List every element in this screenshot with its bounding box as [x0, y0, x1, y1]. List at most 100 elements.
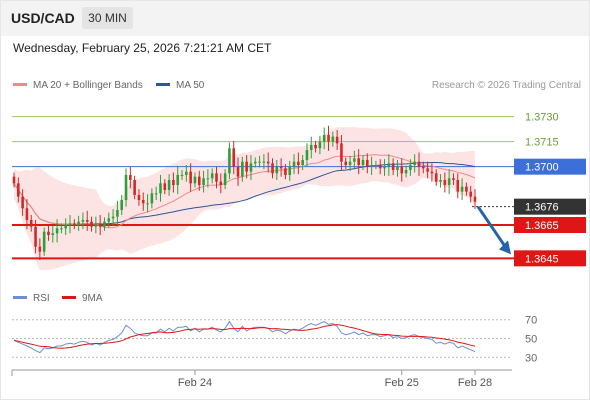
candle-body	[340, 143, 343, 162]
candle-body	[331, 136, 335, 142]
rsi-tick-70: 70	[525, 315, 537, 327]
legend-9ma-label: 9MA	[82, 293, 103, 304]
rsi-ma-line	[13, 324, 476, 349]
candle-body	[185, 171, 188, 175]
candle-body	[51, 233, 55, 235]
candle-body	[344, 161, 348, 165]
candle-body	[25, 208, 29, 220]
candle-body	[172, 180, 175, 185]
legend-rsi: RSI	[13, 293, 50, 304]
candle-body	[400, 166, 404, 174]
level-label-1-3700: 1.3700	[525, 162, 559, 174]
candle-body	[154, 193, 158, 195]
candle-body	[370, 165, 373, 167]
candle-body	[189, 171, 192, 184]
candle-body	[159, 183, 162, 194]
candle-body	[232, 148, 236, 167]
candle-body	[422, 166, 425, 169]
candle-body	[439, 180, 442, 182]
x-tick-label: Feb 25	[385, 377, 419, 389]
candle-body	[21, 196, 24, 209]
candle-body	[60, 228, 63, 230]
candle-body	[348, 161, 352, 165]
candle-body	[253, 161, 257, 164]
rsi-line	[13, 320, 476, 354]
candle-body	[42, 231, 46, 252]
datetime-label: Wednesday, February 25, 2026 7:21:21 AM …	[13, 41, 272, 55]
ma9-swatch-icon	[62, 295, 76, 299]
legend-ma50: MA 50	[156, 80, 204, 91]
candle-body	[245, 161, 248, 172]
candle-body	[361, 160, 365, 165]
candle-body	[90, 221, 93, 227]
x-tick-label: Feb 24	[178, 377, 212, 389]
header-bar: USD/CAD 30 MIN	[0, 0, 590, 36]
forecast-arrow-line	[476, 205, 507, 248]
candle-body	[456, 180, 460, 192]
candle-body	[85, 220, 89, 222]
candle-body	[34, 226, 37, 247]
candle-body	[262, 161, 266, 163]
candle-body	[301, 160, 304, 165]
candle-body	[163, 183, 167, 190]
level-badge-1-3676	[514, 198, 586, 215]
candle-body	[137, 195, 141, 200]
candle-body	[396, 166, 399, 170]
level-label-1-3645: 1.3645	[525, 253, 559, 265]
candle-body	[447, 178, 451, 185]
candle-body	[223, 173, 227, 185]
candle-body	[81, 220, 85, 222]
level-label-1-3715: 1.3715	[525, 137, 559, 149]
candle-body	[47, 231, 50, 235]
rsi-tick-30: 30	[525, 352, 537, 364]
candle-body	[460, 186, 464, 192]
legend-9ma: 9MA	[62, 293, 103, 304]
candle-body	[271, 163, 274, 174]
candle-body	[120, 200, 124, 210]
candle-body	[413, 161, 416, 165]
candle-body	[383, 166, 386, 169]
candle-body	[292, 161, 296, 167]
candle-body	[111, 216, 115, 219]
candle-body	[38, 246, 42, 252]
ma50-swatch-icon	[156, 82, 170, 86]
candle-body	[146, 203, 149, 205]
candle-body	[288, 166, 292, 175]
candle-body	[129, 175, 132, 180]
candle-body	[305, 150, 309, 160]
candle-body	[176, 175, 180, 185]
candle-body	[77, 221, 80, 225]
candle-body	[426, 168, 429, 172]
candle-body	[236, 166, 240, 177]
symbol-title: USD/CAD	[11, 10, 75, 26]
candle-body	[314, 145, 317, 149]
candle-body	[279, 166, 283, 169]
level-badge-1-3645	[514, 250, 586, 267]
candle-body	[210, 173, 214, 179]
candle-body	[98, 223, 102, 227]
rsi-swatch-icon	[13, 295, 27, 299]
candle-body	[228, 148, 231, 174]
level-badge-1-3665	[514, 217, 586, 233]
candle-body	[17, 183, 20, 197]
candle-body	[365, 160, 369, 167]
candle-body	[124, 175, 128, 200]
candle-body	[353, 158, 356, 162]
ma20-swatch-icon	[13, 82, 27, 86]
candle-body	[241, 161, 244, 177]
candle-body	[430, 171, 434, 174]
candle-body	[409, 165, 412, 170]
candle-body	[103, 221, 106, 227]
level-label-1-3676: 1.3676	[525, 202, 559, 214]
candle-body	[434, 173, 438, 182]
candle-body	[297, 161, 300, 165]
candle-body	[249, 163, 253, 172]
candle-body	[107, 218, 111, 222]
x-tick-label: Feb 28	[458, 377, 492, 389]
candle-body	[55, 228, 59, 234]
forecast-arrow-head-icon	[499, 240, 511, 255]
candle-body	[167, 180, 171, 190]
candle-body	[473, 196, 477, 202]
timeframe-badge[interactable]: 30 MIN	[82, 7, 133, 29]
rsi-tick-50: 50	[525, 334, 537, 346]
